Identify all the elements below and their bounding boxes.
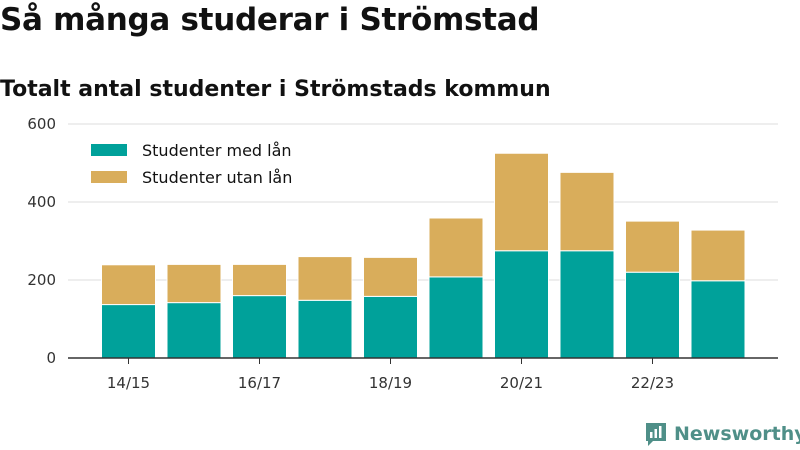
bar-segment-with-loan bbox=[690, 280, 746, 359]
bar-segment-without-loan bbox=[494, 152, 549, 252]
bar-segment-with-loan bbox=[559, 250, 615, 359]
bar-segment-without-loan bbox=[690, 229, 746, 282]
y-tick-label: 0 bbox=[46, 349, 56, 367]
x-tick-label: 22/23 bbox=[631, 374, 674, 392]
y-tick-label: 400 bbox=[27, 193, 56, 211]
bar-segment-with-loan bbox=[297, 299, 353, 359]
bar-segment-with-loan bbox=[494, 250, 549, 359]
bar-chart-logo-icon bbox=[646, 423, 666, 446]
bar-segment-without-loan bbox=[559, 171, 615, 252]
stacked-bar-chart: 0 200 400 600 14/15 16/17 18/19 20/21 22/23 Stude… bbox=[27, 115, 778, 392]
bar-segment-without-loan bbox=[232, 263, 287, 297]
legend-swatch bbox=[91, 144, 127, 156]
x-tick-label: 14/15 bbox=[107, 374, 150, 392]
brand-logo: Newsworthy bbox=[644, 420, 800, 448]
bar-segment-without-loan bbox=[363, 256, 418, 297]
bar-segment-without-loan bbox=[428, 217, 484, 278]
bar-segment-with-loan bbox=[363, 295, 418, 359]
legend-swatch bbox=[91, 171, 127, 183]
chart-subtitle: Totalt antal studenter i Strömstads komm… bbox=[0, 77, 551, 102]
bar-segment-with-loan bbox=[166, 302, 222, 359]
chart-title: Så många studerar i Strömstad bbox=[0, 2, 540, 38]
x-tick-label: 20/21 bbox=[500, 374, 543, 392]
y-tick-label: 200 bbox=[27, 271, 56, 289]
x-tick-label: 18/19 bbox=[369, 374, 412, 392]
bar-segment-with-loan bbox=[101, 304, 156, 359]
bar-segment-without-loan bbox=[101, 264, 156, 306]
legend-label: Studenter utan lån bbox=[142, 168, 292, 187]
brand-name: Newsworthy bbox=[674, 423, 800, 445]
legend-label: Studenter med lån bbox=[142, 141, 292, 160]
x-tick-label: 16/17 bbox=[238, 374, 281, 392]
bar-segment-with-loan bbox=[625, 271, 680, 359]
bar-segment-without-loan bbox=[297, 256, 353, 301]
bar-segment-without-loan bbox=[625, 220, 680, 273]
bar-segment-with-loan bbox=[428, 276, 484, 359]
bar-segment-with-loan bbox=[232, 295, 287, 359]
y-tick-label: 600 bbox=[27, 115, 56, 133]
bar-segment-without-loan bbox=[166, 263, 222, 304]
